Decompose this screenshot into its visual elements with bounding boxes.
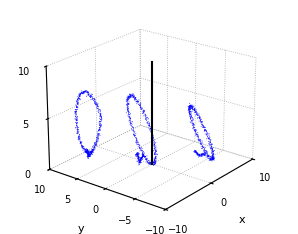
Y-axis label: y: y: [77, 224, 84, 234]
X-axis label: x: x: [239, 215, 246, 225]
